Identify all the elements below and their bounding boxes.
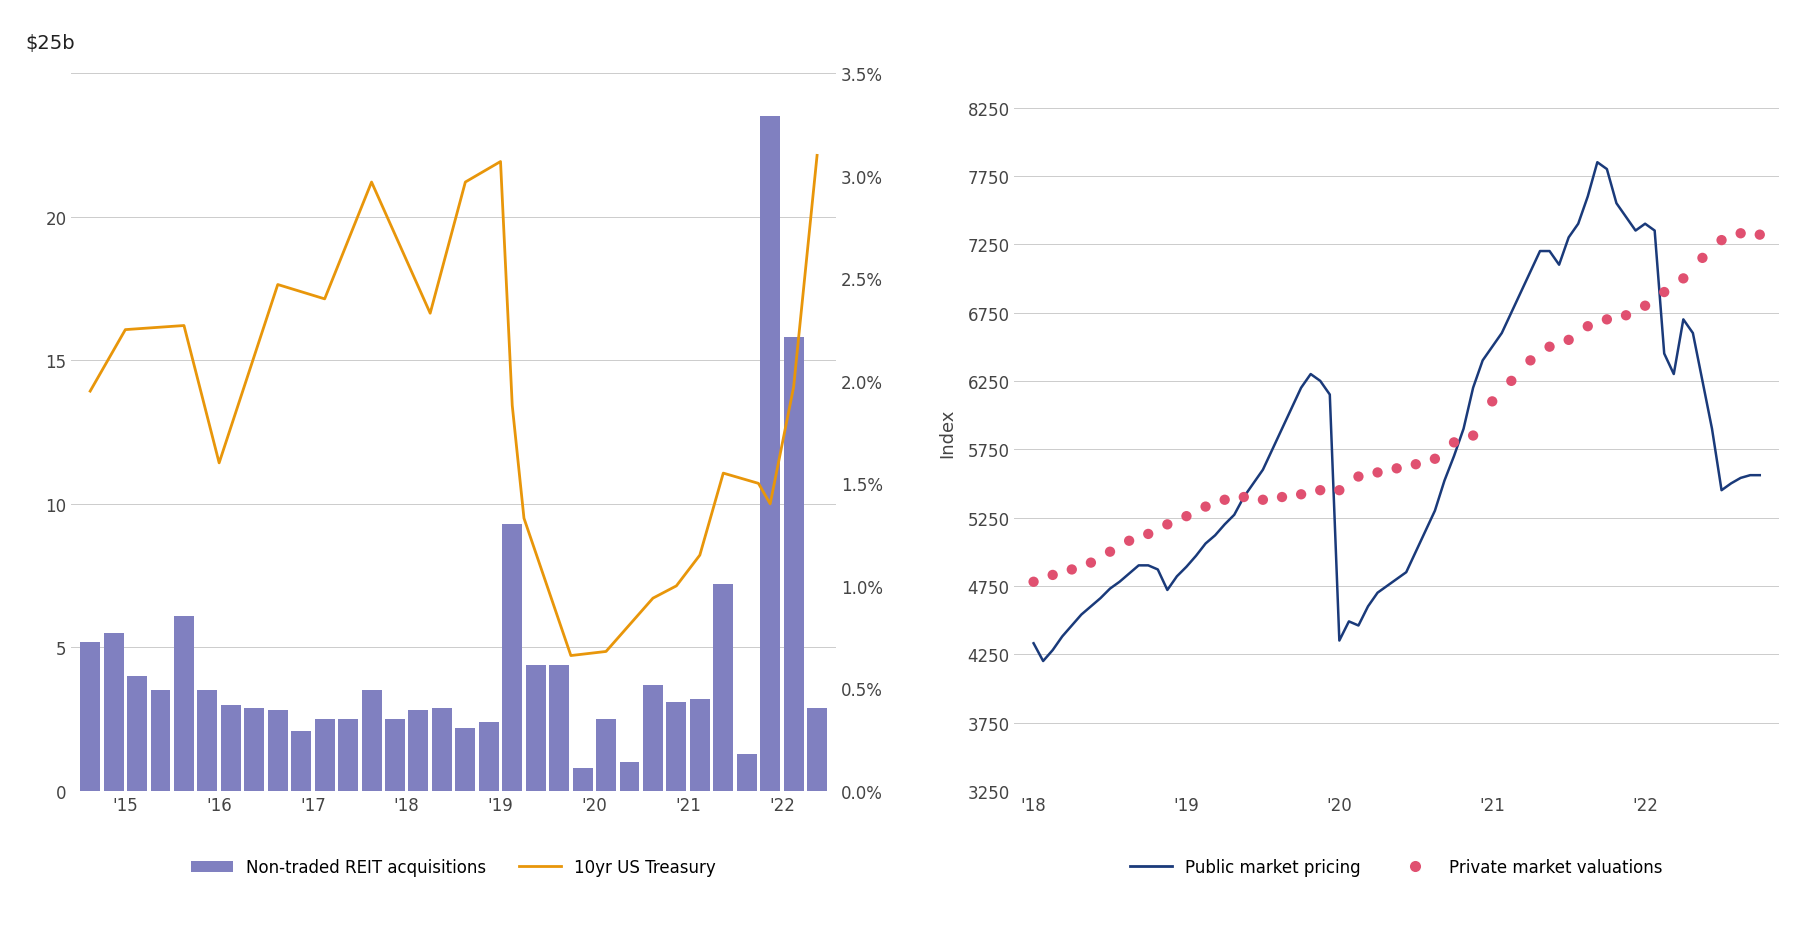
- Point: [1306, 483, 1335, 498]
- Bar: [502, 524, 522, 791]
- Bar: [292, 731, 312, 791]
- Point: [1593, 313, 1622, 328]
- Point: [1535, 340, 1564, 355]
- Bar: [150, 691, 170, 791]
- Point: [1134, 527, 1163, 542]
- Point: [1248, 492, 1277, 507]
- Point: [1114, 534, 1143, 548]
- Bar: [690, 699, 710, 791]
- Bar: [783, 338, 803, 791]
- Y-axis label: Index: Index: [939, 408, 957, 458]
- Point: [1268, 490, 1297, 505]
- Bar: [667, 702, 687, 791]
- Bar: [198, 691, 217, 791]
- Point: [1363, 465, 1392, 480]
- Point: [1287, 488, 1316, 503]
- Bar: [221, 705, 241, 791]
- Bar: [478, 723, 498, 791]
- Point: [1383, 461, 1412, 476]
- Bar: [268, 710, 288, 791]
- Bar: [431, 708, 451, 791]
- Point: [1479, 394, 1508, 409]
- Point: [1401, 458, 1430, 473]
- Bar: [245, 708, 265, 791]
- Bar: [80, 642, 100, 791]
- Point: [1611, 309, 1640, 324]
- Point: [1727, 227, 1756, 241]
- Legend: Non-traded REIT acquisitions, 10yr US Treasury: Non-traded REIT acquisitions, 10yr US Tr…: [185, 852, 723, 883]
- Point: [1152, 518, 1181, 533]
- Point: [1669, 271, 1698, 286]
- Bar: [103, 634, 123, 791]
- Point: [1573, 319, 1602, 334]
- Point: [1555, 333, 1584, 348]
- Bar: [174, 616, 194, 791]
- Bar: [737, 753, 757, 791]
- Point: [1172, 509, 1201, 524]
- Text: $25b: $25b: [25, 34, 74, 52]
- Point: [1459, 429, 1488, 444]
- Point: [1229, 490, 1258, 505]
- Bar: [620, 762, 640, 791]
- Bar: [362, 691, 382, 791]
- Bar: [384, 720, 404, 791]
- Point: [1096, 545, 1125, 560]
- Point: [1421, 452, 1450, 467]
- Bar: [549, 665, 569, 791]
- Bar: [714, 585, 734, 791]
- Point: [1745, 227, 1774, 242]
- Point: [1707, 233, 1736, 248]
- Bar: [455, 728, 475, 791]
- Bar: [127, 677, 147, 791]
- Bar: [408, 710, 428, 791]
- Bar: [761, 117, 781, 791]
- Bar: [525, 665, 545, 791]
- Point: [1689, 251, 1718, 266]
- Bar: [339, 720, 359, 791]
- Bar: [596, 720, 616, 791]
- Bar: [806, 708, 826, 791]
- Bar: [643, 685, 663, 791]
- Point: [1439, 435, 1468, 450]
- Point: [1210, 492, 1239, 507]
- Point: [1631, 299, 1660, 314]
- Point: [1517, 354, 1546, 369]
- Bar: [573, 768, 593, 791]
- Point: [1058, 563, 1087, 578]
- Legend: Public market pricing, Private market valuations: Public market pricing, Private market va…: [1123, 852, 1669, 883]
- Point: [1038, 568, 1067, 583]
- Point: [1190, 500, 1219, 515]
- Point: [1076, 556, 1105, 571]
- Bar: [315, 720, 335, 791]
- Point: [1649, 285, 1678, 300]
- Point: [1497, 374, 1526, 389]
- Point: [1018, 575, 1047, 590]
- Point: [1345, 470, 1373, 485]
- Point: [1325, 483, 1354, 498]
